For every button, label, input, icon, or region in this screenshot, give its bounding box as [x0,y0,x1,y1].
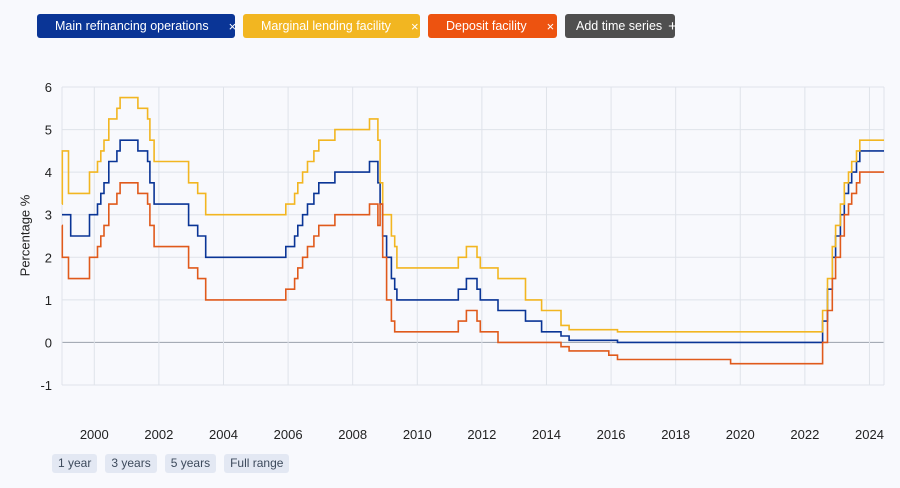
x-tick-label: 2006 [274,427,303,442]
x-tick-label: 2008 [338,427,367,442]
x-tick-label: 2012 [467,427,496,442]
y-tick-label: 6 [45,80,52,95]
x-tick-label: 2010 [403,427,432,442]
range-1-year-button[interactable]: 1 year [52,454,98,473]
x-tick-label: 2014 [532,427,561,442]
range-5-years-button[interactable]: 5 years [164,454,217,473]
x-tick-label: 2018 [661,427,690,442]
y-tick-label: 2 [45,250,52,265]
y-tick-labels: -1 0 1 2 3 4 5 6 [40,80,52,393]
x-tick-label: 2002 [144,427,173,442]
range-full-button[interactable]: Full range [224,454,290,473]
series-chips: Main refinancing operations × Marginal l… [37,14,677,38]
chip-label: Main refinancing operations [55,19,209,33]
series-line-main-refinancing-operations[interactable] [62,139,884,344]
y-tick-label: -1 [40,378,52,393]
add-time-series-button[interactable]: Add time series + [565,14,677,38]
close-icon[interactable]: × [410,18,419,34]
chip-label: Deposit facility [446,19,527,33]
close-icon[interactable]: × [228,18,237,34]
series-line-deposit-facility[interactable] [61,171,884,365]
x-tick-labels: 2000 2002 2004 2006 2008 2010 2012 2014 2016 2018… [80,427,884,442]
chip-main-refinancing[interactable]: Main refinancing operations × [37,14,237,38]
range-selector: 1 year 3 years 5 years Full range [52,454,290,473]
close-icon[interactable]: × [546,18,555,34]
grid-lines [61,86,885,386]
series-line-marginal-lending-facility[interactable] [61,96,884,333]
chip-label: Add time series [576,19,663,33]
x-tick-label: 2020 [726,427,755,442]
chip-marginal-lending[interactable]: Marginal lending facility × [243,14,420,38]
y-tick-label: 5 [45,123,52,138]
x-tick-label: 2016 [597,427,626,442]
x-tick-label: 2024 [855,427,884,442]
y-tick-label: 0 [45,335,52,350]
y-tick-label: 1 [45,293,52,308]
plus-icon: + [668,17,677,35]
y-tick-label: 3 [45,208,52,223]
y-axis-label: Percentage % [17,194,33,277]
x-tick-label: 2022 [790,427,819,442]
y-tick-label: 4 [45,165,52,180]
chip-deposit-facility[interactable]: Deposit facility × [428,14,557,38]
x-tick-label: 2000 [80,427,109,442]
chip-label: Marginal lending facility [261,19,391,33]
x-tick-label: 2004 [209,427,238,442]
series-lines [61,96,884,365]
range-3-years-button[interactable]: 3 years [105,454,157,473]
